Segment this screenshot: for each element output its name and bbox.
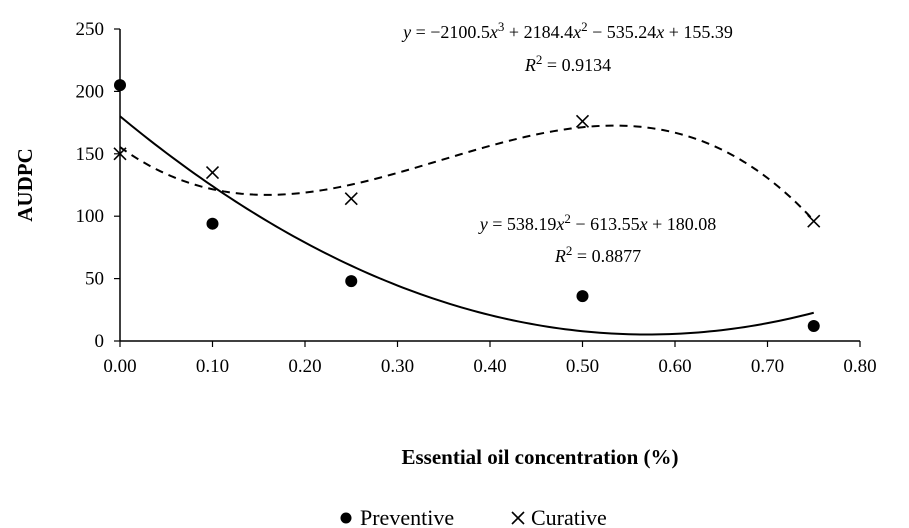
preventive-point: [345, 275, 358, 288]
legend-curative-label: Curative: [531, 505, 607, 528]
preventive-trendline: [119, 115, 814, 336]
y-tick-label: 250: [76, 19, 105, 40]
x-tick-label: 0.80: [843, 356, 876, 377]
legend-preventive-label: Preventive: [360, 505, 454, 528]
curative-trendline: [119, 124, 815, 222]
curative-point: [807, 214, 821, 228]
preventive-point: [576, 290, 589, 303]
x-tick-label: 0.60: [658, 356, 691, 377]
x-tick-label: 0.50: [566, 356, 599, 377]
x-tick-label: 0.40: [473, 356, 506, 377]
preventive-point: [206, 217, 219, 230]
curative-point: [205, 165, 220, 180]
y-tick-label: 50: [85, 269, 104, 290]
trendlines: [119, 115, 815, 336]
y-tick-label: 100: [76, 206, 105, 227]
x-tick-label: 0.70: [751, 356, 784, 377]
legend-curative-marker: [511, 511, 525, 525]
curative-equation: y = −2100.5x3 + 2184.4x2 − 535.24x + 155…: [401, 19, 733, 43]
y-tick-label: 0: [95, 331, 105, 352]
legend-preventive-marker: [340, 512, 352, 524]
data-markers: [113, 79, 821, 333]
x-tick-label: 0.20: [288, 356, 321, 377]
preventive-r2: R2 = 0.8877: [554, 243, 641, 267]
axes: [119, 29, 860, 342]
x-tick-label: 0.30: [381, 356, 414, 377]
x-tick-label: 0.10: [196, 356, 229, 377]
curative-r2: R2 = 0.9134: [524, 52, 611, 76]
x-tick-label: 0.00: [103, 356, 136, 377]
y-axis-title: AUDPC: [13, 148, 37, 222]
curative-point: [344, 192, 358, 206]
x-tick-labels: 0.00 0.10 0.20 0.30 0.40 0.50 0.60 0.70 0.80: [103, 341, 877, 377]
legend: Preventive Curative: [340, 505, 607, 528]
y-tick-label: 150: [76, 144, 105, 165]
x-axis-title: Essential oil concentration (%): [401, 445, 678, 469]
curative-point: [113, 147, 127, 161]
preventive-point: [807, 320, 820, 333]
preventive-equation: y = 538.19x2 − 613.55x + 180.08: [478, 211, 716, 235]
y-tick-labels: 0 50 100 150 200 250: [76, 19, 120, 352]
preventive-point: [114, 79, 126, 92]
y-tick-label: 200: [76, 81, 105, 102]
curative-point: [575, 114, 590, 128]
